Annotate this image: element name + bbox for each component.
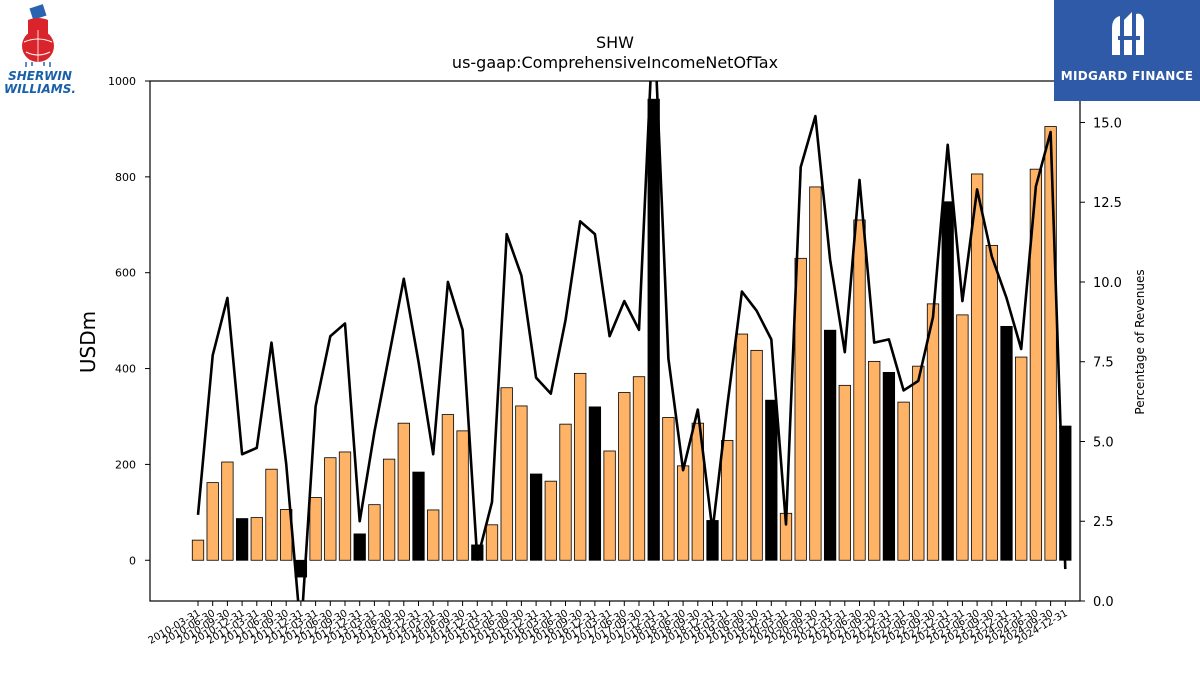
chart-title: SHW [596,33,634,52]
y2-tick-label: 5.0 [1093,435,1114,450]
midgard-mark-icon [1112,12,1144,56]
bar-2018-06-30 [676,465,690,561]
bar-2021-03-31 [838,384,851,561]
bar-2011-03-31 [250,517,263,561]
bar-2017-06-30 [618,392,631,561]
y2-axis-label: Percentage of Revenues [1133,269,1147,414]
bar-2015-03-31 [485,524,499,561]
bar-2021-06-30 [853,219,866,561]
bar-2016-09-30 [574,372,587,561]
midgard-finance-name: MIDGARD FINANCE [1060,69,1194,83]
bar-2013-06-30 [382,458,396,561]
bar-2010-06-30 [206,482,219,561]
bar-2017-03-31 [603,450,616,561]
bar-2014-06-30 [441,414,455,561]
bar-2010-03-31 [191,539,205,561]
bar-2010-09-30 [221,461,234,561]
bar-2015-09-30 [515,405,528,561]
bar-2023-06-30 [970,173,984,561]
bar-2012-09-30 [338,451,352,561]
bars-group [191,98,1072,578]
y2-tick-label: 7.5 [1093,356,1114,371]
bar-2013-09-30 [397,422,410,561]
bar-2010-12-31 [235,518,249,561]
bar-2013-12-31 [412,471,425,561]
bar-2020-06-30 [794,257,807,561]
bar-2015-12-31 [529,473,543,561]
logo-text-line2: WILLIAMS. [4,82,76,96]
bar-2013-03-31 [368,504,381,561]
bar-2019-06-30 [735,333,749,561]
chart-subtitle: us-gaap:ComprehensiveIncomeNetOfTax [452,53,778,72]
y2-tick-label: 2.5 [1093,515,1114,530]
y-axis-label: USDm [76,311,100,373]
sherwin-williams-logo: SHERWIN WILLIAMS. [4,4,76,100]
bar-2022-06-30 [912,365,925,561]
bar-2014-03-31 [427,509,440,561]
bar-2015-06-30 [500,387,513,561]
y2-tick-label: 10.0 [1093,276,1122,291]
y-tick-label: 0 [129,554,136,567]
bar-2021-12-31 [882,371,896,561]
bar-2022-09-30 [926,303,940,561]
y2-tick-label: 12.5 [1093,196,1122,211]
bar-2016-06-30 [559,423,572,561]
bar-2024-06-30 [1029,168,1043,561]
y-tick-label: 400 [115,363,136,376]
bar-2016-12-31 [588,406,602,561]
line-group [196,81,1067,601]
logo-text-line1: SHERWIN [8,69,72,83]
paint-can-globe-icon [22,4,54,67]
bar-2012-03-31 [309,497,322,561]
y-tick-label: 200 [115,458,136,471]
bar-2022-03-31 [897,401,910,561]
bar-2019-03-31 [721,440,734,561]
bar-2024-03-31 [1015,356,1028,561]
bar-2021-09-30 [868,360,881,561]
bar-2023-12-31 [1000,325,1013,561]
bar-2023-09-30 [985,244,998,561]
bar-2022-12-31 [941,201,954,561]
y-tick-label: 600 [115,267,136,280]
bar-2012-06-30 [324,457,337,561]
bar-2016-03-31 [544,480,557,561]
bar-2019-09-30 [750,349,763,561]
bar-2020-09-30 [809,186,822,561]
percentage-line [196,81,1067,601]
axes-group: 0 200 400 600 800 1000 0.0 2.5 5.0 7.5 10.0 12.5 15.… [108,75,1122,647]
bar-2012-12-31 [353,533,366,561]
bar-2017-09-30 [632,376,646,561]
bar-2023-03-31 [956,314,969,561]
midgard-finance-logo: MIDGARD FINANCE [1054,0,1200,101]
plot-frame [149,80,1081,602]
bar-2017-12-31 [647,98,660,561]
bar-2011-06-30 [265,468,278,561]
bar-2019-12-31 [765,399,778,561]
y-tick-label: 800 [115,171,136,184]
y2-tick-label: 15.0 [1093,116,1122,131]
bar-2014-09-30 [456,430,469,561]
bar-2018-09-30 [691,422,704,561]
y-tick-label: 1000 [108,75,136,88]
bar-2020-12-31 [823,329,837,561]
y2-tick-label: 0.0 [1093,595,1114,610]
bar-2024-09-30 [1044,126,1057,561]
bar-2018-03-31 [662,417,675,561]
